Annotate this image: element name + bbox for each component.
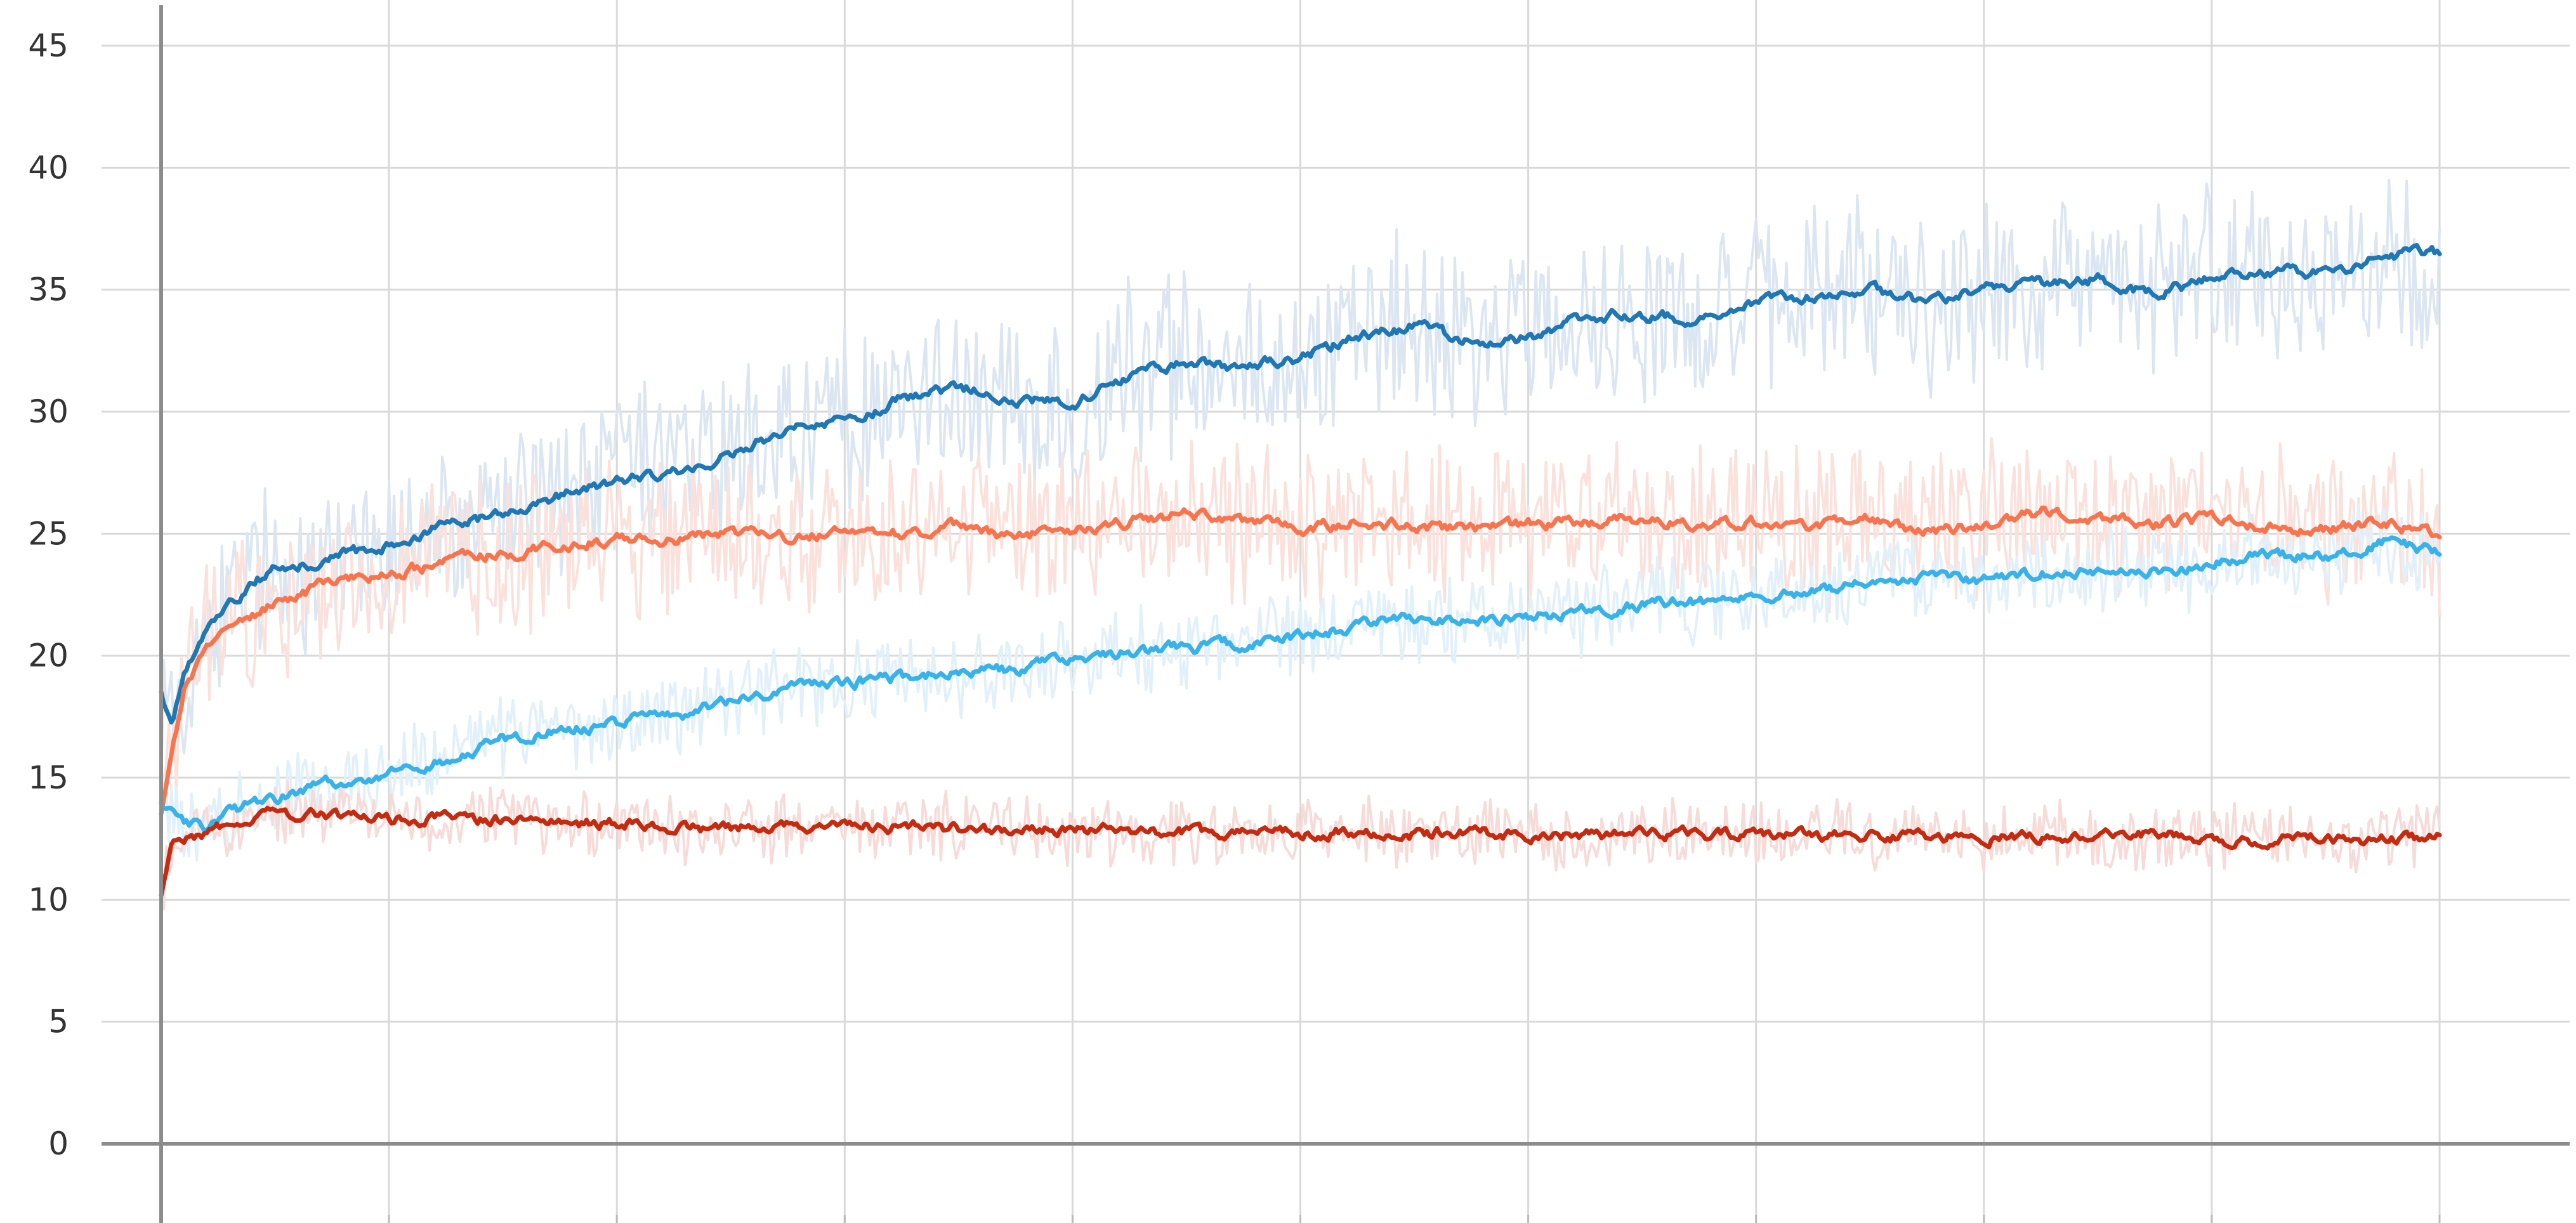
y-tick-label: 5 (48, 1004, 69, 1040)
y-tick-label: 15 (28, 759, 69, 796)
y-tick-label: 0 (48, 1125, 69, 1162)
smoothed-series-line (159, 535, 2442, 833)
smoothed-series-line (159, 243, 2442, 725)
grid (102, 0, 2570, 1223)
raw-series-layer (160, 178, 2441, 910)
y-tick-label: 40 (28, 149, 69, 186)
raw-series-line (160, 437, 2441, 823)
raw-series-line (160, 503, 2441, 862)
y-tick-label: 45 (28, 27, 69, 64)
smoothed-series-line (159, 806, 2442, 898)
raw-series-line (161, 780, 2441, 910)
y-tick-label: 35 (28, 271, 69, 308)
tick-labels: 0 5 10 15 20 25 30 35 40 45 (28, 27, 69, 1162)
y-tick-label: 25 (28, 515, 69, 552)
raw-series-line (160, 178, 2441, 790)
y-tick-label: 10 (28, 881, 69, 918)
y-tick-label: 30 (28, 393, 69, 430)
axes (102, 5, 2570, 1223)
smoothed-series-layer (159, 243, 2442, 898)
smoothed-series-line (159, 506, 2442, 817)
y-tick-label: 20 (28, 638, 69, 674)
